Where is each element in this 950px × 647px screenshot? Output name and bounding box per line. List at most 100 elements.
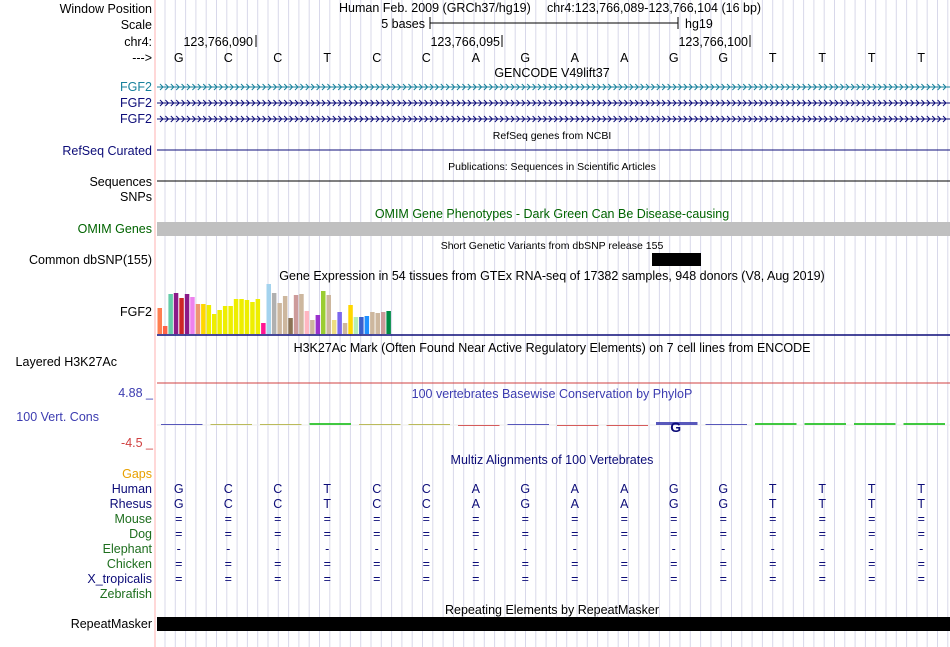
phylop-track-title[interactable]: 100 vertebrates Basewise Conservation by…	[412, 387, 693, 401]
gtex-bar[interactable]	[168, 294, 173, 334]
base-letter: C	[273, 51, 282, 65]
publications-track-title[interactable]: Publications: Sequences in Scientific Ar…	[448, 161, 656, 173]
gtex-bar[interactable]	[326, 295, 332, 334]
gtex-bar[interactable]	[179, 298, 184, 334]
omim-label[interactable]: OMIM Genes	[78, 222, 152, 236]
gene-label-fgf2[interactable]: FGF2	[120, 96, 152, 110]
gtex-bar[interactable]	[244, 300, 250, 334]
gtex-bar[interactable]	[173, 293, 179, 334]
dbsnp-track-title[interactable]: Short Genetic Variants from dbSNP releas…	[441, 240, 664, 252]
rhesus-base: C	[372, 497, 381, 511]
gtex-bar[interactable]	[201, 304, 206, 334]
dbsnp-label[interactable]: Common dbSNP(155)	[29, 253, 152, 267]
gtex-bar[interactable]	[348, 305, 353, 334]
gtex-bar[interactable]	[255, 299, 261, 334]
gtex-bar[interactable]	[299, 294, 304, 334]
position-readout[interactable]: chr4:123,766,089-123,766,104 (16 bp)	[547, 1, 761, 15]
sequences-label[interactable]: Sequences	[89, 175, 152, 189]
rhesus-base: T	[818, 497, 826, 511]
species-label-zebrafish[interactable]: Zebrafish	[100, 587, 152, 601]
gtex-bar[interactable]	[277, 303, 282, 334]
gene-label-fgf2[interactable]: FGF2	[120, 112, 152, 126]
phylop-mark	[606, 425, 648, 426]
gtex-bar[interactable]	[217, 310, 222, 334]
repeatmasker-bar[interactable]	[157, 617, 950, 631]
gtex-bar[interactable]	[375, 313, 381, 334]
gene-label-fgf2[interactable]: FGF2	[120, 80, 152, 94]
snps-label[interactable]: SNPs	[120, 190, 152, 204]
repeatmasker-track-title[interactable]: Repeating Elements by RepeatMasker	[445, 603, 659, 617]
human-base: C	[422, 482, 431, 496]
gtex-bar[interactable]	[282, 296, 288, 334]
species-label-rhesus[interactable]: Rhesus	[110, 497, 152, 511]
gtex-track-title[interactable]: Gene Expression in 54 tissues from GTEx …	[279, 269, 824, 283]
gtex-expression-bars[interactable]	[157, 284, 391, 334]
gtex-bar[interactable]	[250, 302, 255, 334]
gtex-bar[interactable]	[190, 297, 195, 334]
gtex-bar[interactable]	[206, 305, 212, 334]
h3k27ac-label[interactable]: Layered H3K27Ac	[16, 355, 117, 369]
gtex-bar[interactable]	[233, 299, 239, 334]
omim-feature-bar[interactable]	[157, 222, 950, 236]
chicken-align-symbol: =	[918, 557, 925, 571]
phylop-label[interactable]: 100 Vert. Cons	[16, 410, 99, 424]
gtex-bar[interactable]	[381, 312, 386, 334]
gtex-bar[interactable]	[195, 304, 201, 334]
omim-track-title[interactable]: OMIM Gene Phenotypes - Dark Green Can Be…	[375, 207, 729, 221]
gtex-bar[interactable]	[370, 312, 375, 334]
species-label-xtropicalis[interactable]: X_tropicalis	[87, 572, 152, 586]
gtex-bar[interactable]	[288, 318, 293, 334]
human-base: T	[323, 482, 331, 496]
species-label-human[interactable]: Human	[112, 482, 152, 496]
refseq-label[interactable]: RefSeq Curated	[62, 144, 152, 158]
gtex-bar[interactable]	[162, 326, 168, 334]
species-label-mouse[interactable]: Mouse	[114, 512, 152, 526]
gtex-bar[interactable]	[157, 308, 163, 334]
gtex-bar[interactable]	[359, 317, 364, 334]
gtex-bar[interactable]	[261, 323, 266, 334]
window-position-label: Window Position	[60, 2, 152, 16]
gtex-bar[interactable]	[386, 311, 391, 334]
rhesus-base: C	[224, 497, 233, 511]
h3k27ac-track-title[interactable]: H3K27Ac Mark (Often Found Near Active Re…	[294, 341, 811, 355]
gtex-bar[interactable]	[228, 306, 233, 334]
xtropicalis-align-symbol: =	[472, 572, 479, 586]
gtex-bar[interactable]	[212, 314, 217, 334]
base-letter: C	[422, 51, 431, 65]
gaps-label[interactable]: Gaps	[122, 467, 152, 481]
species-label-dog[interactable]: Dog	[129, 527, 152, 541]
elephant-align-symbol: -	[226, 542, 230, 556]
gtex-bar[interactable]	[331, 320, 337, 334]
coordinate-ruler: 123,766,090 123,766,095 123,766,100	[183, 35, 751, 49]
gtex-gene-label[interactable]: FGF2	[120, 305, 152, 319]
species-label-elephant[interactable]: Elephant	[103, 542, 153, 556]
gencode-transcripts[interactable]	[157, 83, 950, 123]
assembly-title: Human Feb. 2009 (GRCh37/hg19)	[339, 1, 531, 15]
elephant-align-symbol: -	[424, 542, 428, 556]
refseq-track-title[interactable]: RefSeq genes from NCBI	[493, 130, 611, 142]
multiz-track-title[interactable]: Multiz Alignments of 100 Vertebrates	[451, 453, 654, 467]
multiz-alignment-rows: G C C T C C A G A A G G T T T TG C C T C C A G A A G G T T T T= = = = = = = =…	[174, 482, 926, 586]
gtex-bar[interactable]	[239, 299, 244, 334]
gtex-bar[interactable]	[364, 316, 370, 334]
gtex-bar[interactable]	[184, 294, 190, 334]
repeatmasker-label[interactable]: RepeatMasker	[71, 617, 152, 631]
gtex-bar[interactable]	[271, 293, 277, 334]
dog-align-symbol: =	[720, 527, 727, 541]
gtex-bar[interactable]	[315, 315, 321, 334]
gtex-bar[interactable]	[293, 295, 299, 334]
gtex-bar[interactable]	[310, 320, 315, 334]
gtex-bar[interactable]	[266, 284, 272, 334]
dbsnp-variant[interactable]	[652, 253, 701, 266]
gtex-bar[interactable]	[353, 317, 359, 334]
gtex-bar[interactable]	[342, 323, 348, 334]
gtex-bar[interactable]	[222, 306, 228, 334]
gtex-bar[interactable]	[337, 312, 342, 334]
gtex-bar[interactable]	[304, 311, 310, 334]
species-label-chicken[interactable]: Chicken	[107, 557, 152, 571]
mouse-align-symbol: =	[621, 512, 628, 526]
gencode-track-title[interactable]: GENCODE V49lift37	[494, 66, 609, 80]
gtex-bar[interactable]	[321, 291, 326, 334]
